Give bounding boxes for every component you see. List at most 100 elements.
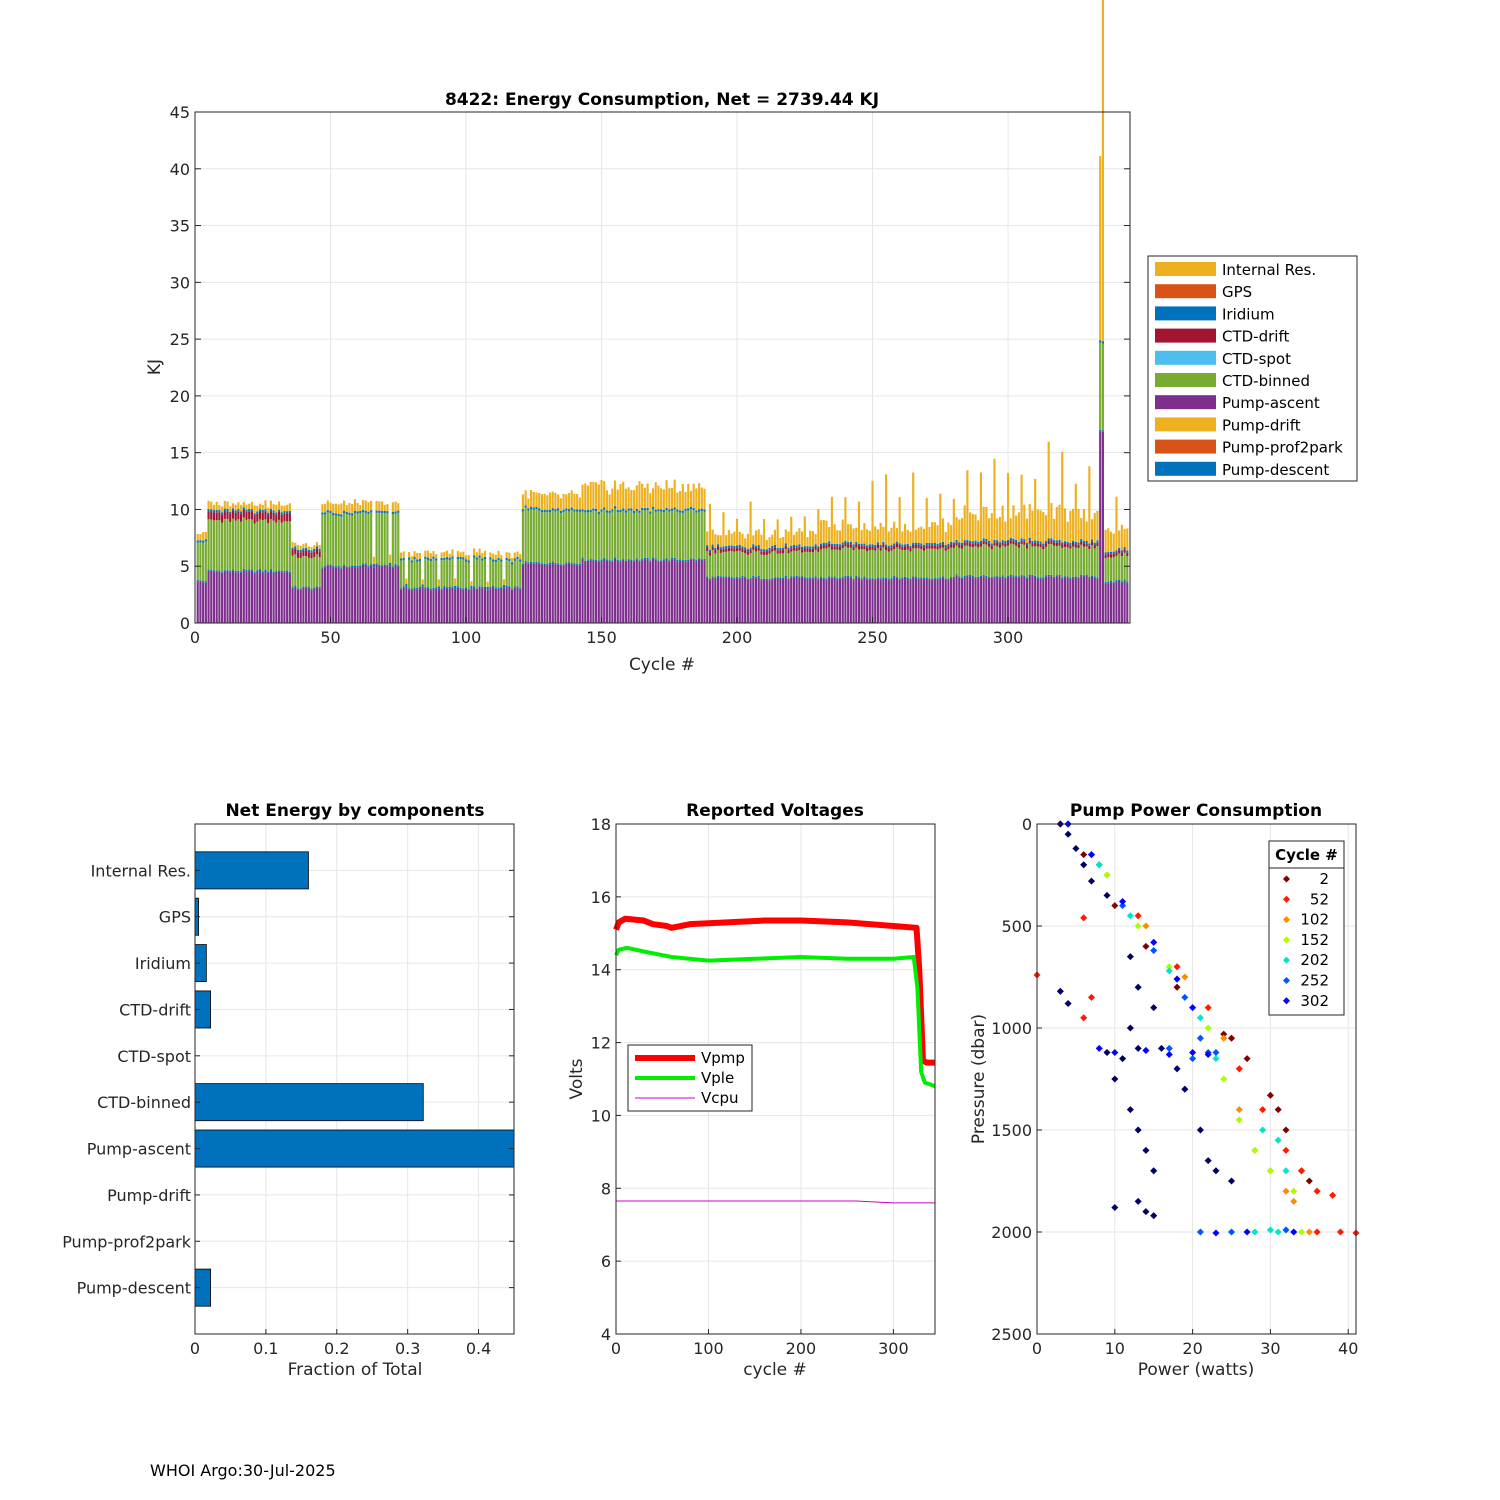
energy-bar-iridium (912, 542, 915, 546)
energy-bar-ctd-binned (215, 520, 218, 571)
energy-bar-iridium (760, 548, 763, 552)
energy-bar-ctd-binned (838, 550, 842, 579)
energy-bar-internal-res (963, 505, 966, 541)
energy-bar-pump-ascent (223, 571, 226, 623)
energy-bar-iridium (1069, 542, 1072, 546)
energy-bar-iridium (1123, 547, 1126, 550)
energy-bar-ctd-binned (500, 561, 503, 588)
pump-power-point (1134, 983, 1142, 991)
components-xtick-label: 0.3 (395, 1339, 420, 1358)
energy-bar-pump-ascent (1120, 582, 1123, 623)
energy-bar-internal-res (735, 518, 739, 546)
energy-bar-ctd-drift (706, 547, 709, 551)
energy-bar-iridium (348, 512, 351, 515)
energy-bar-pump-ascent (996, 577, 999, 623)
energy-bar-pump-descent (1101, 430, 1104, 432)
energy-bar-internal-res (849, 524, 852, 542)
pump-power-point (1235, 1106, 1243, 1114)
pump-power-point (1142, 1146, 1150, 1154)
energy-bar-ctd-binned (1039, 547, 1042, 578)
energy-bar-pump-ascent (239, 572, 243, 623)
energy-ytick-label: 15 (170, 444, 190, 463)
pump-power-point (1150, 1212, 1158, 1220)
energy-bar-pump-ascent (456, 587, 459, 623)
energy-bar-iridium (782, 547, 785, 550)
energy-bar-pump-ascent (519, 589, 522, 623)
energy-bar-iridium (288, 510, 291, 514)
energy-bar-ctd-drift (868, 546, 871, 550)
pump-power-point (1157, 1044, 1166, 1052)
energy-bar-pump-ascent (716, 577, 720, 623)
energy-bar-ctd-binned (378, 512, 381, 565)
energy-bar-ctd-drift (1085, 543, 1088, 547)
components-category-label: CTD-binned (97, 1093, 191, 1112)
energy-bar-iridium (380, 510, 384, 514)
energy-bar-iridium (836, 543, 839, 547)
energy-bar-ctd-binned (979, 546, 983, 576)
pump-power-legend-label: 152 (1300, 931, 1329, 949)
energy-bar-pump-ascent (828, 577, 831, 623)
energy-bar-internal-res (817, 509, 820, 547)
energy-bar-ctd-drift (982, 540, 985, 545)
energy-bar-iridium (397, 510, 400, 513)
pump-power-point (1142, 942, 1150, 950)
energy-bar-pump-ascent (212, 571, 216, 623)
energy-bar-ctd-binned (1069, 548, 1072, 578)
energy-bar-iridium (790, 545, 793, 549)
energy-bar-ctd-binned (700, 510, 703, 560)
energy-bar-iridium (703, 509, 706, 512)
energy-bar-ctd-drift (893, 545, 896, 550)
energy-bar-iridium (1126, 550, 1129, 553)
energy-bar-pump-descent (1123, 579, 1126, 581)
energy-bar-pump-descent (716, 575, 720, 578)
energy-bar-ctd-drift (305, 550, 308, 556)
energy-bar-iridium (535, 506, 538, 510)
energy-bar-internal-res (944, 532, 947, 545)
energy-bar-pump-ascent (1085, 575, 1088, 623)
pump-power-point (1080, 851, 1088, 859)
energy-bar-pump-descent (649, 560, 652, 562)
energy-bar-pump-ascent (966, 576, 969, 623)
energy-bar-pump-ascent (204, 582, 207, 623)
energy-bar-pump-descent (757, 575, 760, 578)
energy-bar-internal-res (784, 529, 787, 544)
energy-bar-internal-res (478, 548, 481, 556)
energy-legend-label: Pump-prof2park (1222, 439, 1343, 457)
pump-power-point (1235, 1065, 1243, 1073)
energy-bar-pump-ascent (508, 587, 511, 623)
energy-bar-ctd-drift (874, 547, 877, 551)
energy-bar-ctd-drift (264, 511, 267, 520)
energy-bar-internal-res (1109, 531, 1113, 552)
energy-bar-pump-ascent (651, 558, 655, 623)
energy-bar-iridium (985, 538, 988, 542)
energy-bar-ctd-drift (1112, 553, 1115, 558)
energy-bar-pump-descent (432, 587, 435, 590)
energy-bar-internal-res (676, 492, 679, 510)
energy-bar-internal-res (210, 501, 213, 510)
energy-bar-ctd-binned (483, 559, 487, 587)
energy-bar-iridium (863, 543, 866, 546)
energy-bar-pump-descent (532, 562, 535, 564)
energy-bar-pump-ascent (890, 579, 893, 623)
energy-bar-ctd-drift (1120, 552, 1123, 557)
energy-bar-pump-ascent (928, 579, 931, 623)
energy-bar-pump-descent (519, 588, 522, 590)
energy-bar-ctd-binned (890, 550, 893, 578)
energy-bar-ctd-binned (947, 549, 950, 579)
energy-bar-pump-descent (1023, 575, 1026, 577)
energy-bar-pump-ascent (722, 577, 725, 623)
components-category-label: Internal Res. (91, 861, 191, 880)
energy-bar-ctd-binned (321, 514, 324, 568)
energy-bar-internal-res (603, 481, 606, 508)
energy-bar-ctd-binned (966, 545, 969, 576)
energy-bar-pump-ascent (318, 588, 321, 623)
pump-power-ytick-label: 500 (1001, 917, 1032, 936)
energy-bar-iridium (253, 513, 256, 516)
energy-bar-pump-ascent (348, 567, 351, 623)
energy-bar-iridium (809, 546, 812, 549)
energy-bar-pump-ascent (673, 559, 676, 623)
energy-bar-ctd-binned (944, 550, 947, 579)
energy-bar-internal-res (1012, 505, 1015, 539)
energy-bar-iridium (958, 542, 961, 545)
